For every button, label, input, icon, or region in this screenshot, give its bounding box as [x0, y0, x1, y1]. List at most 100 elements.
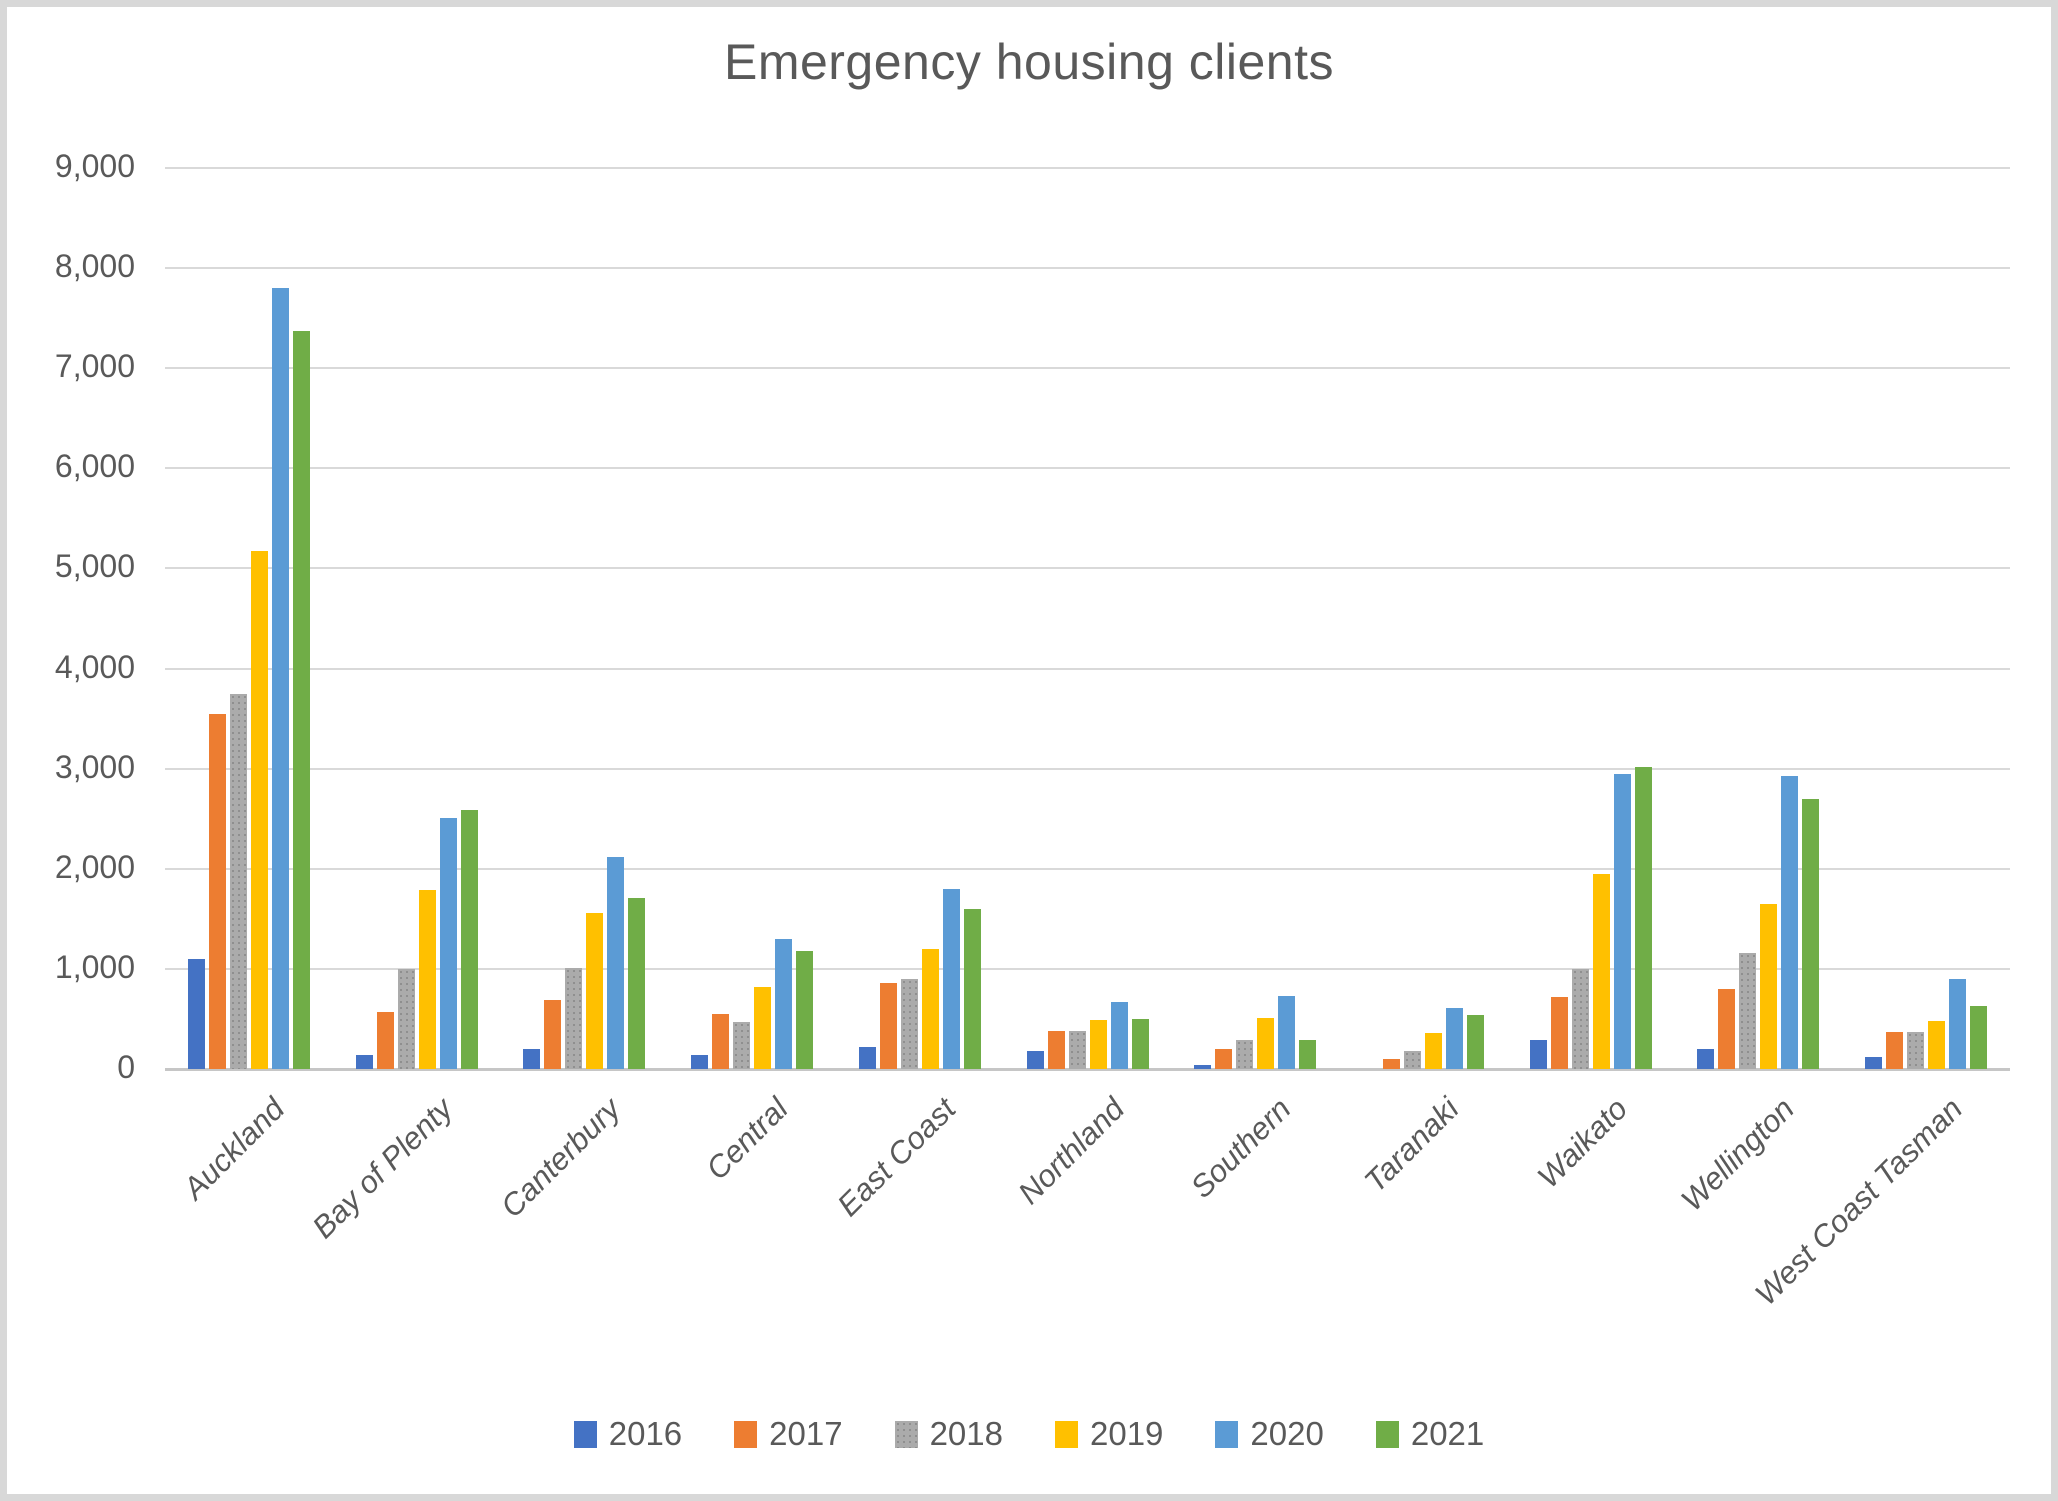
gridline-9000	[165, 167, 2010, 169]
legend-item-2018: 2018	[894, 1415, 1003, 1453]
bar-west-coast-tasman-2021	[1970, 1006, 1987, 1069]
y-axis-label-9000: 9,000	[54, 148, 135, 184]
bar-east-coast-2020	[943, 889, 960, 1069]
bar-auckland-2020	[272, 288, 289, 1069]
bar-central-2020	[775, 939, 792, 1069]
bar-southern-2020	[1278, 996, 1295, 1069]
bar-canterbury-2016	[523, 1049, 540, 1069]
bar-canterbury-2019	[586, 913, 603, 1069]
y-axis-label-0: 0	[117, 1049, 135, 1085]
bar-canterbury-2018	[565, 968, 582, 1069]
bar-northland-2020	[1111, 1002, 1128, 1069]
x-axis-line	[165, 1068, 2010, 1071]
x-axis-label-taranaki: Taranaki	[1357, 1091, 1466, 1200]
y-axis-label-4000: 4,000	[54, 649, 135, 685]
bar-waikato-2018	[1572, 969, 1589, 1069]
bar-wellington-2018	[1739, 953, 1756, 1069]
bar-east-coast-2019	[922, 949, 939, 1069]
bar-wellington-2016	[1697, 1049, 1714, 1069]
bar-taranaki-2021	[1467, 1015, 1484, 1069]
bar-taranaki-2019	[1425, 1033, 1442, 1069]
bar-group-waikato	[1530, 767, 1652, 1069]
bar-wellington-2020	[1781, 776, 1798, 1069]
bar-wellington-2019	[1760, 904, 1777, 1069]
bar-central-2017	[712, 1014, 729, 1069]
bar-waikato-2019	[1593, 874, 1610, 1069]
y-axis-label-5000: 5,000	[54, 548, 135, 584]
bar-taranaki-2018	[1404, 1051, 1421, 1069]
bar-southern-2017	[1215, 1049, 1232, 1069]
bar-central-2019	[754, 987, 771, 1069]
bar-canterbury-2020	[607, 857, 624, 1069]
bar-east-coast-2018	[901, 979, 918, 1069]
legend-swatch-2018	[894, 1420, 918, 1448]
x-axis-label-east-coast: East Coast	[830, 1091, 963, 1223]
bar-waikato-2017	[1551, 997, 1568, 1069]
legend-swatch-2017	[734, 1420, 758, 1448]
bar-group-canterbury	[523, 857, 645, 1069]
bar-group-taranaki	[1362, 1008, 1484, 1069]
bar-west-coast-tasman-2017	[1886, 1032, 1903, 1069]
bar-bay-of-plenty-2018	[398, 969, 415, 1069]
bar-waikato-2016	[1530, 1040, 1547, 1069]
bar-group-west-coast-tasman	[1865, 979, 1987, 1069]
bar-northland-2018	[1069, 1031, 1086, 1069]
gridline-3000	[165, 768, 2010, 770]
gridline-1000	[165, 968, 2010, 970]
bar-group-central	[691, 939, 813, 1069]
bar-southern-2016	[1194, 1065, 1211, 1069]
bar-west-coast-tasman-2016	[1865, 1057, 1882, 1069]
x-axis-label-auckland: Auckland	[176, 1091, 292, 1206]
x-axis-label-southern: Southern	[1184, 1091, 1298, 1205]
bar-northland-2019	[1090, 1020, 1107, 1069]
bar-east-coast-2021	[964, 909, 981, 1069]
y-axis-label-1000: 1,000	[54, 949, 135, 985]
legend: 2016 2017 2018 2019 2020 2021	[7, 1415, 2051, 1453]
bar-central-2016	[691, 1055, 708, 1069]
legend-item-2020: 2020	[1215, 1415, 1324, 1453]
bar-waikato-2020	[1614, 774, 1631, 1069]
bar-chart-emergency-housing: Emergency housing clients 0 1,000 2,000 3,0…	[7, 7, 2051, 1494]
x-axis-label-canterbury: Canterbury	[493, 1091, 627, 1225]
bar-southern-2018	[1236, 1040, 1253, 1069]
x-axis-label-wellington: Wellington	[1674, 1091, 1801, 1218]
legend-item-2019: 2019	[1055, 1415, 1163, 1453]
legend-item-2017: 2017	[734, 1415, 843, 1453]
legend-label-2018: 2018	[929, 1415, 1003, 1452]
bar-auckland-2018	[230, 694, 247, 1069]
gridline-5000	[165, 567, 2010, 569]
bar-auckland-2017	[209, 714, 226, 1069]
bar-group-bay-of-plenty	[356, 810, 478, 1069]
bar-central-2021	[796, 951, 813, 1069]
bar-auckland-2019	[251, 551, 268, 1069]
y-axis-label-8000: 8,000	[54, 248, 135, 284]
bar-northland-2016	[1027, 1051, 1044, 1069]
y-axis-label-7000: 7,000	[54, 348, 135, 384]
gridline-4000	[165, 668, 2010, 670]
x-axis-label-northland: Northland	[1010, 1091, 1131, 1211]
bar-wellington-2021	[1802, 799, 1819, 1069]
gridline-7000	[165, 367, 2010, 369]
bar-canterbury-2017	[544, 1000, 561, 1069]
bar-east-coast-2017	[880, 983, 897, 1069]
bar-group-east-coast	[859, 889, 981, 1069]
legend-label-2017: 2017	[769, 1415, 843, 1452]
bar-group-northland	[1027, 1002, 1149, 1069]
bar-bay-of-plenty-2016	[356, 1055, 373, 1069]
bar-group-southern	[1194, 996, 1316, 1069]
bar-west-coast-tasman-2018	[1907, 1032, 1924, 1069]
bar-auckland-2016	[188, 959, 205, 1069]
bar-waikato-2021	[1635, 767, 1652, 1069]
bar-group-wellington	[1697, 776, 1819, 1069]
legend-label-2016: 2016	[608, 1415, 683, 1452]
bar-northland-2021	[1132, 1019, 1149, 1069]
x-axis-label-bay-of-plenty: Bay of Plenty	[305, 1091, 460, 1245]
bar-southern-2021	[1299, 1040, 1316, 1069]
bar-west-coast-tasman-2019	[1928, 1021, 1945, 1069]
legend-swatch-2016	[573, 1420, 597, 1448]
bar-bay-of-plenty-2017	[377, 1012, 394, 1069]
legend-swatch-2019	[1055, 1420, 1078, 1448]
bar-bay-of-plenty-2019	[419, 890, 436, 1069]
y-axis-label-6000: 6,000	[54, 448, 135, 484]
x-axis-label-waikato: Waikato	[1530, 1091, 1634, 1195]
